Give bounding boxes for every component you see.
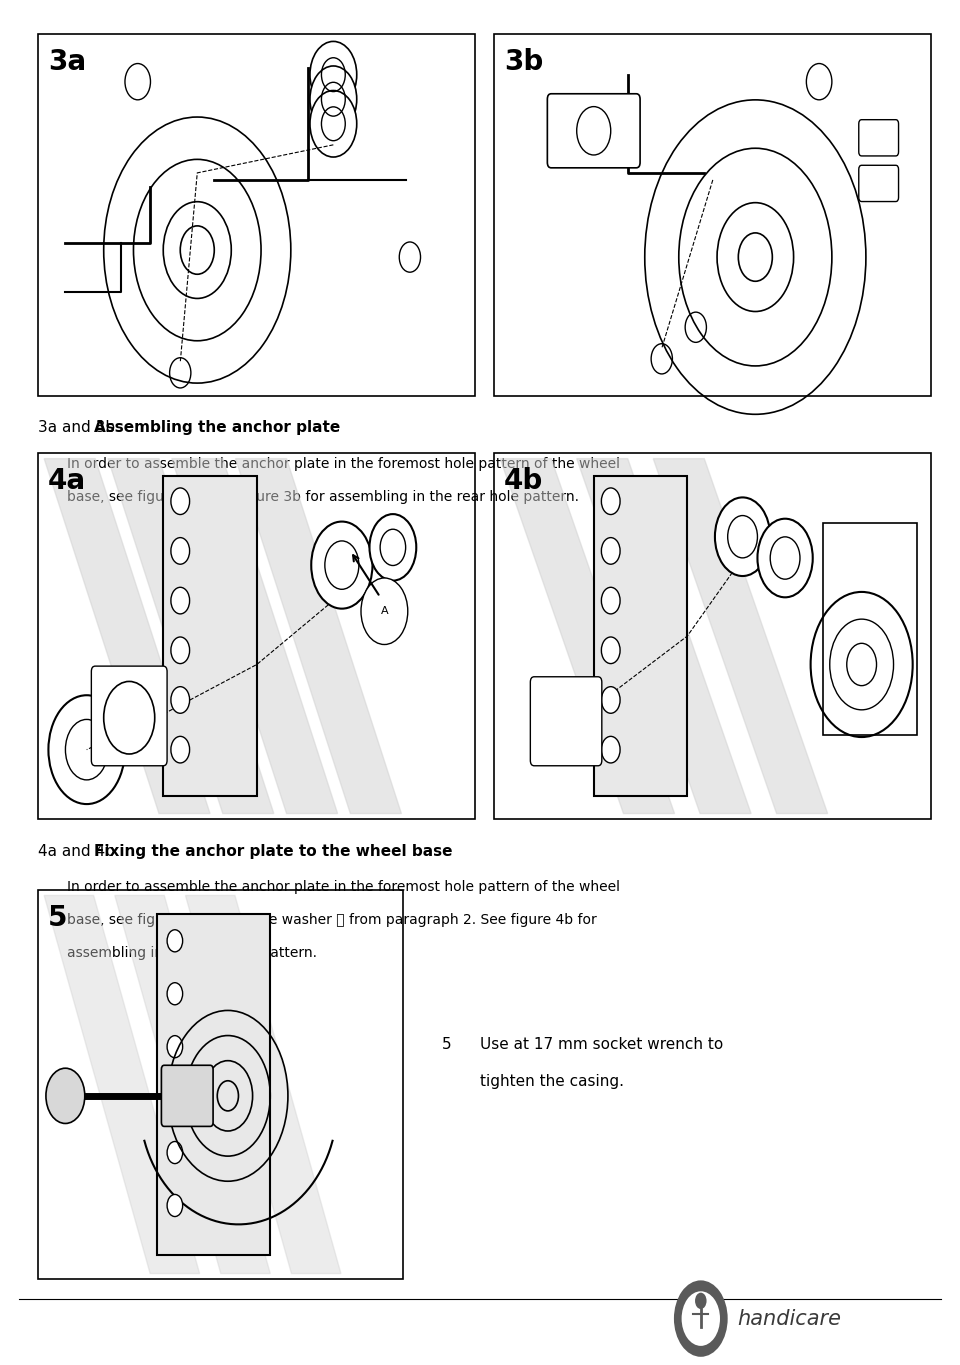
Circle shape	[310, 66, 357, 132]
Text: 4b: 4b	[504, 467, 543, 495]
Circle shape	[167, 1141, 182, 1163]
Polygon shape	[108, 459, 274, 814]
FancyBboxPatch shape	[38, 34, 475, 396]
Circle shape	[601, 538, 620, 564]
Circle shape	[310, 41, 357, 108]
Circle shape	[171, 687, 190, 714]
Circle shape	[715, 497, 770, 576]
Circle shape	[674, 1280, 728, 1357]
FancyBboxPatch shape	[38, 890, 403, 1279]
Circle shape	[757, 519, 813, 598]
FancyBboxPatch shape	[593, 476, 687, 796]
FancyBboxPatch shape	[530, 677, 602, 766]
FancyBboxPatch shape	[859, 120, 899, 156]
Circle shape	[171, 736, 190, 763]
Text: 5: 5	[442, 1037, 451, 1052]
Text: A: A	[380, 606, 388, 616]
Text: Fixing the anchor plate to the wheel base: Fixing the anchor plate to the wheel bas…	[94, 844, 452, 859]
Text: 3a: 3a	[48, 48, 86, 76]
Circle shape	[601, 637, 620, 663]
Polygon shape	[115, 895, 271, 1274]
FancyBboxPatch shape	[161, 1065, 213, 1126]
Text: Use at 17 mm socket wrench to: Use at 17 mm socket wrench to	[480, 1037, 723, 1052]
Polygon shape	[44, 895, 200, 1274]
Circle shape	[601, 587, 620, 614]
Text: 5: 5	[48, 904, 67, 932]
Circle shape	[171, 637, 190, 663]
FancyBboxPatch shape	[494, 34, 931, 396]
Circle shape	[601, 487, 620, 515]
Circle shape	[361, 577, 408, 644]
Circle shape	[46, 1069, 84, 1123]
Text: assembling in the rear hole pattern.: assembling in the rear hole pattern.	[67, 946, 317, 960]
Polygon shape	[653, 459, 828, 814]
Polygon shape	[235, 459, 401, 814]
Text: 3b: 3b	[504, 48, 543, 76]
Circle shape	[601, 736, 620, 763]
FancyBboxPatch shape	[824, 523, 917, 736]
Text: base, see figure 4a. Reuse the washer Ⓐ from paragraph 2. See figure 4b for: base, see figure 4a. Reuse the washer Ⓐ …	[67, 913, 597, 927]
Text: In order to assemble the anchor plate in the foremost hole pattern of the wheel: In order to assemble the anchor plate in…	[67, 457, 620, 471]
Circle shape	[167, 1088, 182, 1111]
FancyBboxPatch shape	[494, 453, 931, 819]
Polygon shape	[44, 459, 210, 814]
Text: 4a and 4b: 4a and 4b	[38, 844, 120, 859]
Text: handicare: handicare	[737, 1309, 841, 1328]
Text: In order to assemble the anchor plate in the foremost hole pattern of the wheel: In order to assemble the anchor plate in…	[67, 880, 620, 894]
Text: tighten the casing.: tighten the casing.	[480, 1074, 624, 1089]
Text: 4a: 4a	[48, 467, 86, 495]
Circle shape	[171, 587, 190, 614]
FancyBboxPatch shape	[157, 915, 271, 1254]
FancyBboxPatch shape	[163, 476, 257, 796]
Circle shape	[167, 983, 182, 1005]
Polygon shape	[500, 459, 675, 814]
FancyBboxPatch shape	[859, 165, 899, 202]
Polygon shape	[577, 459, 751, 814]
Circle shape	[370, 515, 417, 580]
FancyBboxPatch shape	[38, 453, 475, 819]
Circle shape	[695, 1293, 707, 1309]
FancyBboxPatch shape	[547, 94, 640, 168]
Circle shape	[310, 90, 357, 157]
Polygon shape	[172, 459, 338, 814]
Text: 3a and 3b: 3a and 3b	[38, 420, 120, 435]
Circle shape	[167, 1194, 182, 1216]
Circle shape	[171, 487, 190, 515]
Circle shape	[171, 538, 190, 564]
Circle shape	[167, 930, 182, 951]
Circle shape	[167, 1036, 182, 1058]
FancyBboxPatch shape	[91, 666, 167, 766]
Circle shape	[682, 1291, 720, 1346]
Text: Assembling the anchor plate: Assembling the anchor plate	[94, 420, 341, 435]
Circle shape	[311, 521, 372, 609]
Polygon shape	[185, 895, 341, 1274]
Text: base, see figure 3a. See figure 3b for assembling in the rear hole pattern.: base, see figure 3a. See figure 3b for a…	[67, 490, 579, 504]
Circle shape	[601, 687, 620, 714]
